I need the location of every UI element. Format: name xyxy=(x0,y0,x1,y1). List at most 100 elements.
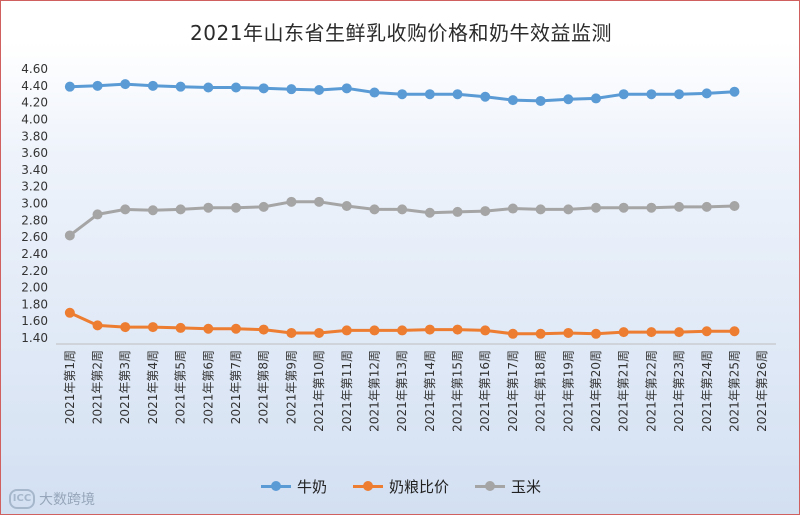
data-point xyxy=(314,85,325,96)
x-tick-label: 2021年第2周 xyxy=(91,350,105,424)
data-point xyxy=(674,327,685,338)
data-point xyxy=(120,322,131,333)
data-point xyxy=(729,86,740,97)
data-point xyxy=(591,93,601,104)
data-point xyxy=(563,204,574,215)
data-point xyxy=(646,202,657,213)
data-point xyxy=(701,88,712,99)
data-point xyxy=(203,202,214,213)
data-point xyxy=(203,82,214,93)
legend-label: 牛奶 xyxy=(296,477,327,496)
y-tick-label: 2.80 xyxy=(21,213,48,227)
data-point xyxy=(341,83,352,94)
watermark-logo-icon: ICC xyxy=(9,489,35,509)
x-tick-label: 2021年第3周 xyxy=(118,350,132,424)
y-tick-label: 1.60 xyxy=(21,314,48,328)
data-point xyxy=(701,326,712,337)
data-point xyxy=(341,201,352,212)
legend-item: 玉米 xyxy=(475,476,541,497)
data-point xyxy=(452,206,463,217)
data-point xyxy=(424,207,435,218)
x-tick-label: 2021年第21周 xyxy=(617,350,631,432)
y-tick-label: 4.00 xyxy=(21,112,48,126)
data-point xyxy=(397,204,408,215)
data-point xyxy=(480,325,491,336)
y-tick-label: 3.80 xyxy=(21,129,48,143)
data-point xyxy=(424,89,435,100)
data-point xyxy=(646,89,657,100)
watermark: ICC 大数跨境 xyxy=(9,489,95,509)
legend-label: 奶粮比价 xyxy=(388,477,449,496)
x-tick-label: 2021年第14周 xyxy=(423,350,437,432)
x-tick-label: 2021年第18周 xyxy=(534,350,548,432)
x-tick-label: 2021年第11周 xyxy=(340,350,354,432)
y-tick-label: 3.40 xyxy=(21,163,48,177)
data-point xyxy=(480,91,491,102)
x-tick-label: 2021年第4周 xyxy=(146,350,160,424)
y-tick-label: 2.20 xyxy=(21,264,48,278)
data-point xyxy=(618,89,629,100)
x-tick-label: 2021年第25周 xyxy=(727,350,741,432)
data-point xyxy=(507,203,518,214)
data-point xyxy=(563,327,574,338)
data-point xyxy=(175,81,186,92)
data-point xyxy=(729,201,740,212)
y-tick-label: 4.20 xyxy=(21,96,48,110)
y-tick-label: 3.60 xyxy=(21,146,48,160)
watermark-text: 大数跨境 xyxy=(39,492,95,508)
data-point xyxy=(507,95,518,106)
data-point xyxy=(92,80,103,91)
legend-item: 奶粮比价 xyxy=(352,476,449,497)
data-point xyxy=(535,328,546,339)
data-point xyxy=(120,204,131,215)
x-tick-label: 2021年第22周 xyxy=(644,350,658,432)
x-tick-label: 2021年第13周 xyxy=(395,350,409,432)
x-tick-label: 2021年第23周 xyxy=(672,350,686,432)
legend-swatch-icon xyxy=(260,479,291,493)
legend: 牛奶 奶粮比价 玉米 xyxy=(1,475,799,497)
y-tick-label: 3.20 xyxy=(21,180,48,194)
data-point xyxy=(175,322,186,333)
data-point xyxy=(64,81,75,92)
data-point xyxy=(258,83,269,94)
data-point xyxy=(535,95,546,106)
data-point xyxy=(452,324,463,335)
x-tick-label: 2021年第15周 xyxy=(451,350,465,432)
data-point xyxy=(258,324,269,335)
x-tick-label: 2021年第5周 xyxy=(174,350,188,424)
y-tick-label: 2.00 xyxy=(21,281,48,295)
data-point xyxy=(618,327,629,338)
data-point xyxy=(258,201,269,212)
data-point xyxy=(369,204,380,215)
x-tick-label: 2021年第19周 xyxy=(561,350,575,432)
data-point xyxy=(147,322,158,333)
data-point xyxy=(729,326,740,337)
data-point xyxy=(314,327,325,338)
legend-swatch-icon xyxy=(475,479,505,493)
data-point xyxy=(64,230,75,241)
x-tick-label: 2021年第24周 xyxy=(700,350,714,432)
y-tick-label: 3.00 xyxy=(21,197,48,211)
legend-item: 牛奶 xyxy=(260,476,327,497)
data-point xyxy=(203,323,214,334)
x-tick-label: 2021年第6周 xyxy=(201,350,215,424)
legend-swatch-icon xyxy=(352,479,383,493)
data-point xyxy=(424,324,435,335)
data-point xyxy=(480,206,491,217)
data-point xyxy=(286,327,297,338)
data-point xyxy=(535,204,546,215)
data-point xyxy=(92,320,103,331)
data-point xyxy=(231,202,241,213)
data-point xyxy=(147,80,158,91)
x-tick-label: 2021年第10周 xyxy=(312,350,326,432)
data-point xyxy=(286,84,297,95)
x-tick-label: 2021年第8周 xyxy=(257,350,271,424)
data-point xyxy=(231,82,241,93)
data-point xyxy=(92,209,103,220)
data-point xyxy=(314,196,325,207)
x-tick-label: 2021年第1周 xyxy=(63,350,77,424)
data-point xyxy=(563,94,574,105)
x-tick-label: 2021年第20周 xyxy=(589,350,603,432)
